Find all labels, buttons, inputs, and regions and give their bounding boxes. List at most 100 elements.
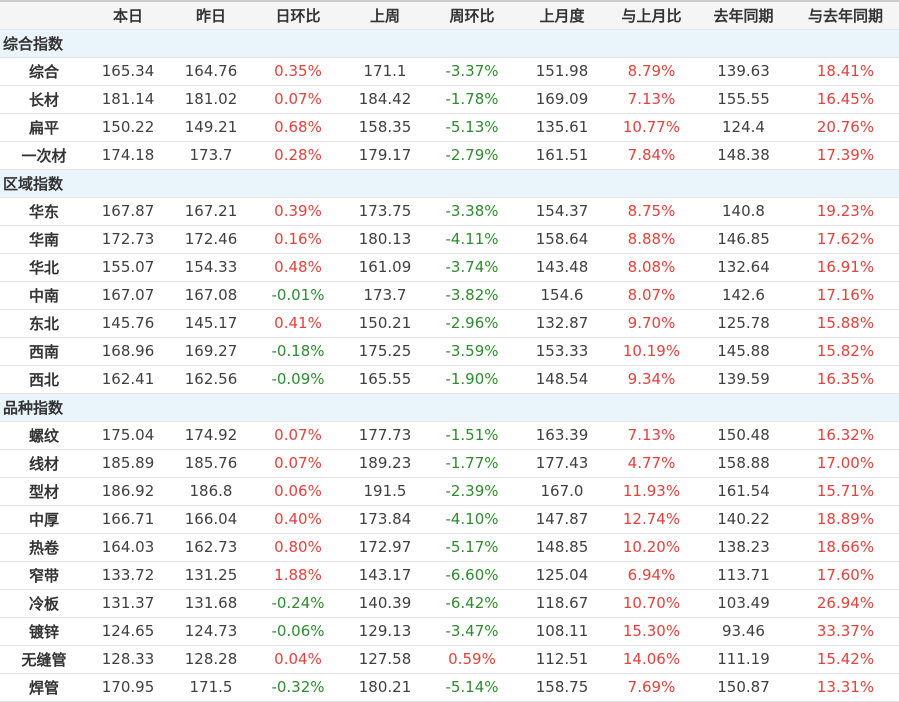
cell: 0.80% — [254, 533, 342, 562]
cell: 138.23 — [695, 533, 792, 562]
cell: 15.82% — [792, 337, 899, 366]
cell: 149.21 — [168, 113, 254, 142]
table-row: 一次材 174.18 173.7 0.28% 179.17 -2.79% 161.51 7.8… — [0, 141, 899, 170]
table-row: 综合 165.34 164.76 0.35% 171.1 -3.37% 151.98 8.79… — [0, 57, 899, 86]
cell: -3.59% — [428, 337, 516, 366]
cell: 181.02 — [168, 85, 254, 114]
cell: 185.76 — [168, 449, 254, 478]
cell: 0.68% — [254, 113, 342, 142]
col-header: 上月度 — [516, 1, 608, 30]
cell: -6.60% — [428, 561, 516, 590]
table-body: 综合指数 综合 165.34 164.76 0.35% 171.1 -3.37% 151.98… — [0, 29, 899, 702]
col-header: 上周 — [342, 1, 428, 30]
cell: 173.7 — [168, 141, 254, 170]
cell: 161.09 — [342, 253, 428, 282]
cell: 131.37 — [88, 589, 168, 618]
cell: 191.5 — [342, 477, 428, 506]
cell: 17.62% — [792, 225, 899, 254]
row-label: 无缝管 — [0, 645, 88, 674]
cell: 127.58 — [342, 645, 428, 674]
cell: -3.37% — [428, 57, 516, 86]
cell: 131.25 — [168, 561, 254, 590]
cell: 8.07% — [608, 281, 695, 310]
cell: -0.24% — [254, 589, 342, 618]
table-row: 镀锌 124.65 124.73 -0.06% 129.13 -3.47% 108.11 15… — [0, 617, 899, 646]
row-label: 中厚 — [0, 505, 88, 534]
cell: 172.73 — [88, 225, 168, 254]
cell: 17.60% — [792, 561, 899, 590]
cell: 174.92 — [168, 421, 254, 450]
cell: 145.76 — [88, 309, 168, 338]
cell: 140.8 — [695, 197, 792, 226]
table-row: 中南 167.07 167.08 -0.01% 173.7 -3.82% 154.6 8.07… — [0, 281, 899, 310]
cell: -3.38% — [428, 197, 516, 226]
cell: 173.7 — [342, 281, 428, 310]
cell: 15.30% — [608, 617, 695, 646]
row-label: 华南 — [0, 225, 88, 254]
cell: 186.8 — [168, 477, 254, 506]
cell: 184.42 — [342, 85, 428, 114]
table-row: 中厚 166.71 166.04 0.40% 173.84 -4.10% 147.87 12.… — [0, 505, 899, 534]
cell: 108.11 — [516, 617, 608, 646]
cell: 0.40% — [254, 505, 342, 534]
cell: 9.70% — [608, 309, 695, 338]
cell: 16.91% — [792, 253, 899, 282]
table-row: 热卷 164.03 162.73 0.80% 172.97 -5.17% 148.85 10.… — [0, 533, 899, 562]
cell: 151.98 — [516, 57, 608, 86]
cell: -3.47% — [428, 617, 516, 646]
row-label: 线材 — [0, 449, 88, 478]
cell: -1.77% — [428, 449, 516, 478]
cell: 0.39% — [254, 197, 342, 226]
cell: 162.56 — [168, 365, 254, 394]
cell: 180.13 — [342, 225, 428, 254]
cell: 12.74% — [608, 505, 695, 534]
row-label: 西南 — [0, 337, 88, 366]
table-row: 西南 168.96 169.27 -0.18% 175.25 -3.59% 153.33 10… — [0, 337, 899, 366]
table-row: 长材 181.14 181.02 0.07% 184.42 -1.78% 169.09 7.1… — [0, 85, 899, 114]
cell: 150.22 — [88, 113, 168, 142]
cell: 168.96 — [88, 337, 168, 366]
cell: 163.39 — [516, 421, 608, 450]
cell: 0.07% — [254, 421, 342, 450]
cell: 124.4 — [695, 113, 792, 142]
cell: -5.14% — [428, 673, 516, 702]
cell: 129.13 — [342, 617, 428, 646]
group-row: 综合指数 — [0, 29, 899, 58]
row-label: 华东 — [0, 197, 88, 226]
cell: -5.13% — [428, 113, 516, 142]
cell: 181.14 — [88, 85, 168, 114]
cell: 154.33 — [168, 253, 254, 282]
cell: 167.07 — [88, 281, 168, 310]
cell: 17.16% — [792, 281, 899, 310]
cell: 0.07% — [254, 449, 342, 478]
cell: 131.68 — [168, 589, 254, 618]
col-header: 本日 — [88, 1, 168, 30]
cell: 125.04 — [516, 561, 608, 590]
cell: 0.28% — [254, 141, 342, 170]
cell: 165.55 — [342, 365, 428, 394]
cell: 133.72 — [88, 561, 168, 590]
cell: 174.18 — [88, 141, 168, 170]
cell: -2.79% — [428, 141, 516, 170]
cell: 145.17 — [168, 309, 254, 338]
cell: 175.25 — [342, 337, 428, 366]
col-header: 去年同期 — [695, 1, 792, 30]
row-label: 焊管 — [0, 673, 88, 702]
table-row: 型材 186.92 186.8 0.06% 191.5 -2.39% 167.0 11.93%… — [0, 477, 899, 506]
row-label: 冷板 — [0, 589, 88, 618]
cell: 16.35% — [792, 365, 899, 394]
cell: 0.07% — [254, 85, 342, 114]
cell: 143.48 — [516, 253, 608, 282]
cell: -4.10% — [428, 505, 516, 534]
cell: 146.85 — [695, 225, 792, 254]
group-title: 综合指数 — [0, 29, 899, 58]
table-row: 窄带 133.72 131.25 1.88% 143.17 -6.60% 125.04 6.9… — [0, 561, 899, 590]
col-header: 与上月比 — [608, 1, 695, 30]
cell: 177.73 — [342, 421, 428, 450]
cell: 150.21 — [342, 309, 428, 338]
col-header: 日环比 — [254, 1, 342, 30]
col-header: 与去年同期 — [792, 1, 899, 30]
cell: 4.77% — [608, 449, 695, 478]
cell: 20.76% — [792, 113, 899, 142]
